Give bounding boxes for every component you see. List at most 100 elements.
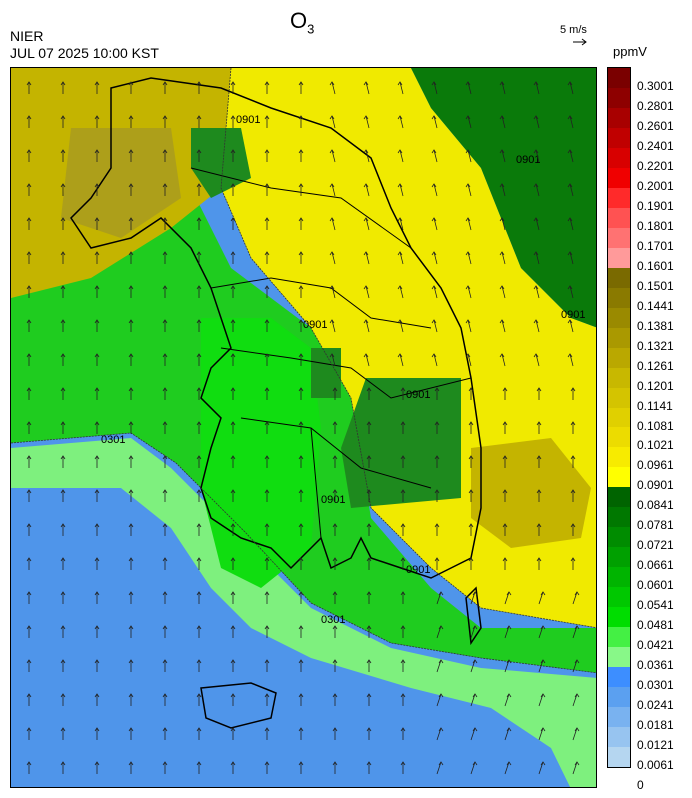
wind-arrow-head [400,523,406,528]
wind-arrow-head [499,81,505,86]
wind-arrow-head [540,659,546,664]
wind-arrow [535,353,540,367]
wind-arrow-head [298,319,304,324]
wind-arrow-head [162,557,168,562]
wind-arrow-head [264,727,270,732]
wind-arrow-head [230,523,236,528]
wind-arrow-head [298,523,304,528]
wind-arrow-head [465,217,471,222]
wind-arrow-head [363,149,369,154]
wind-arrow-head [506,625,512,630]
wind-arrow [538,659,544,673]
wind-arrow [365,81,370,95]
wind-arrow-head [332,557,338,562]
wind-arrow-head [400,421,406,426]
wind-arrow [331,285,336,299]
legend-label: 0.0541 [637,598,674,613]
title-sub: 3 [307,21,315,37]
timestamp-label: JUL 07 2025 10:00 KST [10,45,159,61]
contour-label: 0901 [321,494,345,506]
wind-arrow-head [363,285,369,290]
legend-swatch [608,87,630,109]
wind-arrow [433,115,438,129]
wind-arrow-head [128,353,134,358]
wind-arrow-head [94,387,100,392]
wind-arrow-head [60,285,66,290]
wind-arrow-head [230,387,236,392]
wind-arrow-head [431,81,437,86]
wind-arrow [433,353,438,367]
wind-arrow [365,353,370,367]
legend-label: 0.0121 [637,738,674,753]
wind-arrow-head [363,183,369,188]
legend-label: 0.2801 [637,98,674,113]
wind-arrow-head [196,625,202,630]
legend-label: 0.0661 [637,558,674,573]
wind-arrow [538,625,544,639]
wind-arrow-head [94,591,100,596]
wind-arrow-head [570,523,576,528]
wind-arrow-head [94,693,100,698]
wind-arrow [331,115,336,129]
wind-arrow-head [298,183,304,188]
wind-arrow-head [60,659,66,664]
wind-arrow-head [329,149,335,154]
legend-swatch [608,707,630,728]
legend-label: 0.3001 [637,79,674,93]
wind-arrow-head [162,353,168,358]
wind-arrow-head [506,591,512,596]
wind-arrow-head [26,693,32,698]
wind-reference-label: 5 m/s [560,24,587,36]
wind-arrow [365,319,370,333]
unit-label: ppmV [613,44,647,59]
wind-arrow-head [567,81,573,86]
wind-arrow-head [60,727,66,732]
wind-arrow [467,115,472,129]
wind-arrow-head [128,387,134,392]
wind-arrow [572,727,578,741]
legend-swatch [608,647,630,668]
wind-arrow-head [329,115,335,120]
wind-arrow-head [230,285,236,290]
legend-swatch [608,387,630,408]
wind-arrow-head [574,591,580,596]
legend-swatch [608,727,630,748]
wind-arrow-head [363,81,369,86]
wind-arrow [501,353,506,367]
wind-arrow-head [332,659,338,664]
wind-arrow-head [264,455,270,460]
legend-swatch [608,327,630,349]
wind-arrow [399,183,404,197]
wind-arrow-head [26,625,32,630]
wind-arrow-head [128,183,134,188]
wind-arrow [504,591,510,605]
wind-arrow-head [298,285,304,290]
ozone-map: 0901 0301 0901 0901 0901 0901 0901 0301 … [10,67,597,788]
wind-arrow [467,81,472,95]
wind-arrow-head [94,81,100,86]
wind-arrow [436,693,442,707]
wind-arrow-head [540,625,546,630]
wind-arrow-head [60,591,66,596]
elevated-ozone-core-nw [61,128,181,238]
wind-arrow-head [196,319,202,324]
wind-arrow-head [230,659,236,664]
wind-arrow [572,659,578,673]
wind-arrow-head [94,557,100,562]
wind-arrow-head [26,659,32,664]
wind-arrow [436,659,442,673]
wind-arrow-head [533,251,539,256]
inland-ozone-region [201,318,321,588]
wind-arrow-head [400,625,406,630]
wind-arrow-head [94,285,100,290]
wind-arrow-head [533,285,539,290]
wind-arrow-head [499,115,505,120]
wind-arrow-head [468,523,474,528]
wind-arrow-head [465,251,471,256]
wind-arrow [569,183,574,197]
wind-arrow-head [329,353,335,358]
wind-arrow-head [400,455,406,460]
wind-arrow-head [162,251,168,256]
wind-arrow-head [230,353,236,358]
wind-arrow-head [465,285,471,290]
